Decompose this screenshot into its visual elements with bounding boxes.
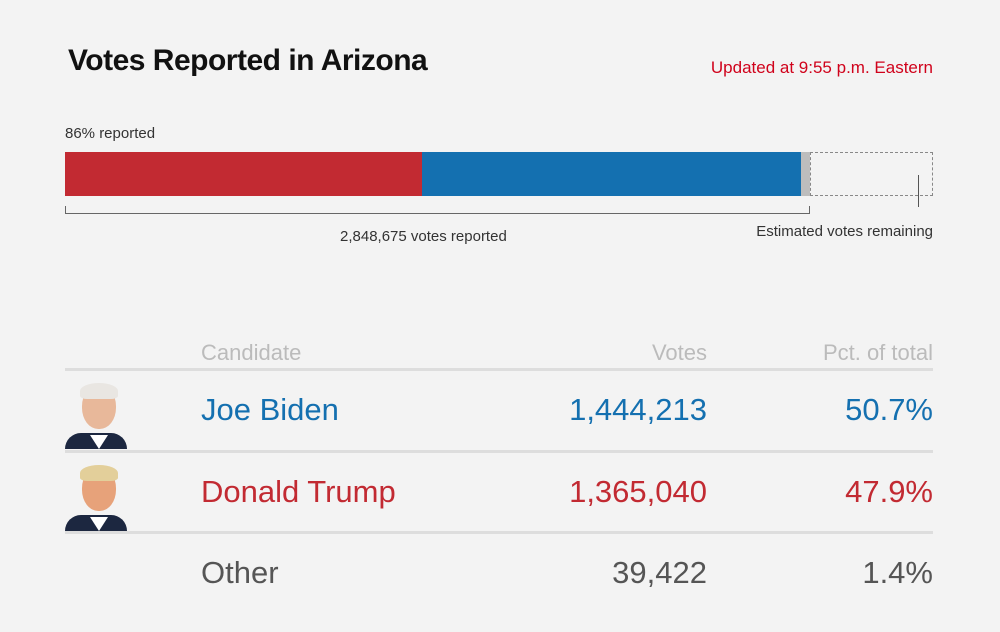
remaining-tick — [918, 175, 919, 207]
biden-photo — [65, 383, 133, 449]
reported-bracket — [65, 206, 810, 214]
trump-photo — [65, 465, 133, 531]
header-pct: Pct. of total — [822, 340, 933, 365]
percent-reported: 86% reported — [65, 125, 156, 142]
bar-other — [801, 152, 810, 196]
divider — [65, 368, 933, 371]
page-title: Votes Reported in Arizona — [68, 44, 428, 77]
header-votes: Votes — [651, 340, 707, 365]
candidate-votes: 1,365,040 — [569, 474, 707, 509]
divider — [65, 450, 933, 453]
candidate-votes: 39,422 — [612, 555, 707, 590]
bar-biden — [422, 152, 801, 196]
bar-remaining — [810, 152, 933, 196]
candidate-pct: 50.7% — [845, 392, 933, 427]
estimated-remaining: Estimated votes remaining — [756, 223, 933, 240]
candidate-pct: 1.4% — [862, 555, 933, 590]
header-candidate: Candidate — [201, 340, 302, 365]
candidate-name: Donald Trump — [201, 474, 396, 509]
votes-reported: 2,848,675 votes reported — [340, 228, 507, 245]
bar-trump — [65, 152, 422, 196]
divider — [65, 531, 933, 534]
candidate-name: Other — [201, 555, 279, 590]
candidate-name: Joe Biden — [201, 392, 339, 427]
candidate-votes: 1,444,213 — [569, 392, 707, 427]
updated-timestamp: Updated at 9:55 p.m. Eastern — [710, 58, 933, 77]
candidate-pct: 47.9% — [845, 474, 933, 509]
